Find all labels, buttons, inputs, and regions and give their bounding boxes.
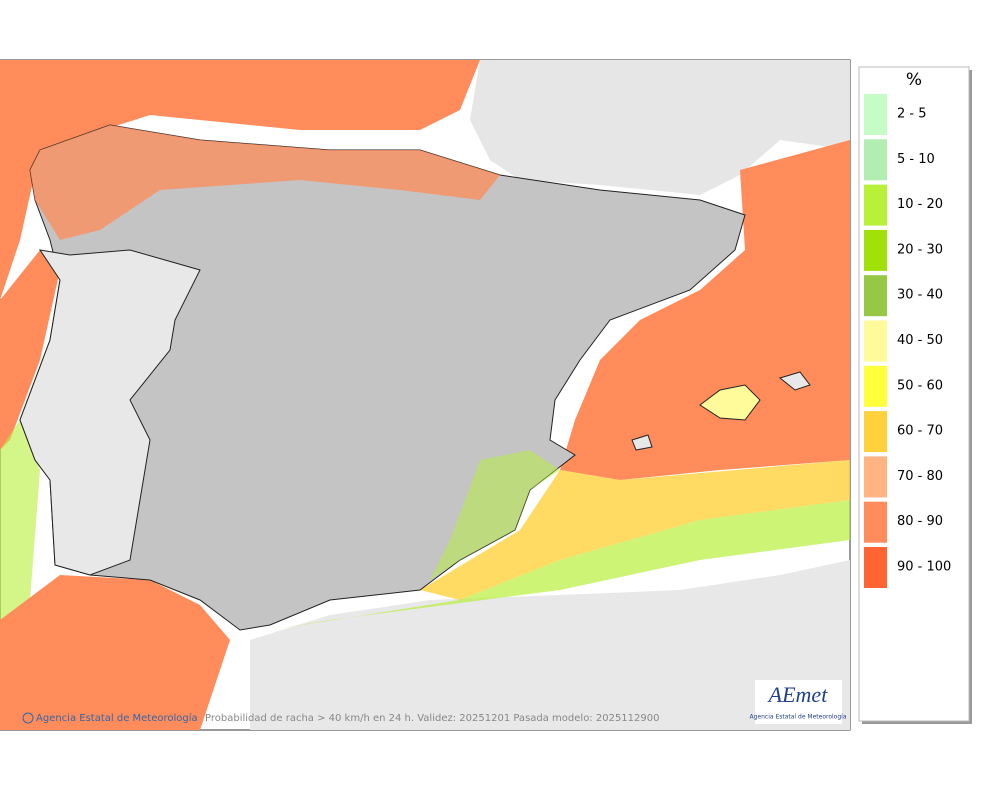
france xyxy=(470,60,850,195)
logo-name: AEmet xyxy=(767,682,829,707)
africa xyxy=(250,560,850,730)
legend-label: 90 - 100 xyxy=(897,560,951,575)
legend-swatch xyxy=(864,320,887,362)
menorca xyxy=(778,371,811,391)
sea-east xyxy=(560,140,850,480)
sea-north xyxy=(0,60,480,300)
legend-swatch xyxy=(864,456,887,498)
legend-swatch xyxy=(864,184,887,226)
legend-label: 2 - 5 xyxy=(897,107,927,122)
legend-title: % xyxy=(906,70,922,90)
legend-swatch xyxy=(864,139,887,181)
sea-alboran xyxy=(270,500,850,630)
logo-subtitle: Agencia Estatal de Meteorología xyxy=(750,714,847,721)
portugal xyxy=(19,249,201,576)
legend-swatch xyxy=(864,365,887,407)
sea-west xyxy=(0,250,60,450)
legend-swatch xyxy=(864,275,887,317)
logo-box xyxy=(755,680,842,724)
mallorca xyxy=(699,384,761,421)
credit: Agencia Estatal de Meteorología xyxy=(36,712,198,724)
legend-label: 30 - 40 xyxy=(897,288,943,303)
caption: Probabilidad de racha > 40 km/h en 24 h.… xyxy=(205,713,659,724)
legend-label: 70 - 80 xyxy=(897,469,943,484)
map: Agencia Estatal de Meteorología Probabil… xyxy=(0,59,851,731)
legend-label: 20 - 30 xyxy=(897,242,943,257)
north-coast-high xyxy=(30,125,500,240)
legend-swatch xyxy=(864,501,887,543)
legend-swatch xyxy=(864,94,887,135)
legend-label: 40 - 50 xyxy=(897,333,943,348)
legend-swatch xyxy=(864,229,887,271)
sea-east-band xyxy=(420,460,850,600)
legend-label: 5 - 10 xyxy=(897,152,935,167)
legend-label: 50 - 60 xyxy=(897,378,943,393)
legend-swatch xyxy=(864,411,887,453)
legend-label: 10 - 20 xyxy=(897,197,943,212)
legend: % 2 - 5 5 - 10 10 - 20 20 - 30 30 - 40 40 - 5… xyxy=(858,66,972,724)
legend-swatch xyxy=(864,547,887,588)
sea-west-green xyxy=(0,420,40,620)
ibiza xyxy=(631,434,653,451)
copyright-icon xyxy=(22,712,34,724)
southeast-green xyxy=(430,450,560,580)
legend-label: 60 - 70 xyxy=(897,424,943,439)
sea-southwest xyxy=(0,575,230,730)
legend-label: 80 - 90 xyxy=(897,514,943,529)
